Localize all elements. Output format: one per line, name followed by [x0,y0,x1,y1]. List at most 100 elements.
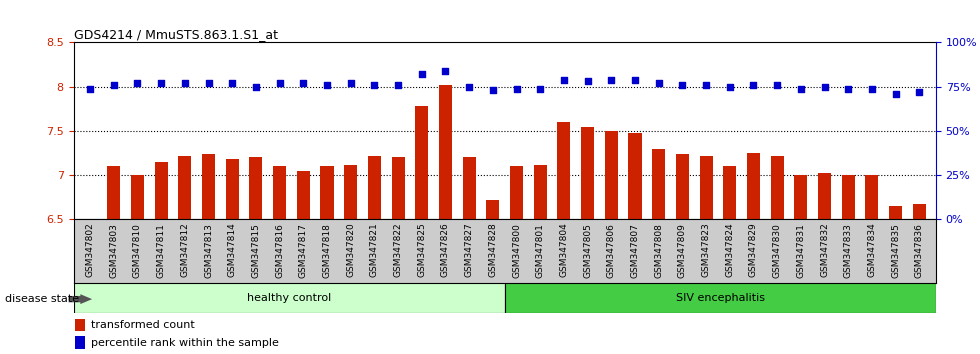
Bar [131,175,144,219]
Text: GSM347824: GSM347824 [725,223,734,277]
Point [319,82,335,88]
Text: GSM347815: GSM347815 [252,223,261,278]
Bar [297,171,310,219]
Text: GSM347808: GSM347808 [655,223,663,278]
Text: GSM347836: GSM347836 [914,223,924,278]
Bar [818,173,831,219]
Bar [510,166,523,219]
Bar [202,154,215,219]
Text: GSM347818: GSM347818 [322,223,331,278]
Text: GSM347814: GSM347814 [227,223,237,278]
Point [485,87,501,93]
Bar [273,166,286,219]
Bar [320,166,333,219]
Bar [795,175,808,219]
Text: GSM347810: GSM347810 [133,223,142,278]
Point [911,89,927,95]
Point [864,86,880,91]
Text: GSM347822: GSM347822 [394,223,403,277]
Text: GSM347825: GSM347825 [417,223,426,278]
Text: GSM347804: GSM347804 [560,223,568,278]
Point [793,86,808,91]
Point [248,84,264,90]
Text: GSM347833: GSM347833 [844,223,853,278]
Point [414,72,429,77]
Text: GSM347830: GSM347830 [772,223,782,278]
Text: GSM347827: GSM347827 [465,223,473,278]
Point [509,86,524,91]
Text: SIV encephalitis: SIV encephalitis [676,293,764,303]
Point [271,80,287,86]
Bar [534,165,547,219]
Bar [250,157,263,219]
Text: GSM347821: GSM347821 [369,223,379,278]
Text: GSM347816: GSM347816 [275,223,284,278]
Text: GSM347800: GSM347800 [512,223,521,278]
Text: GSM347834: GSM347834 [867,223,876,278]
Text: transformed count: transformed count [91,320,195,330]
Text: GSM347809: GSM347809 [678,223,687,278]
Bar [558,122,570,219]
Bar [75,336,85,349]
Point [627,77,643,82]
Point [604,77,619,82]
Text: GSM347813: GSM347813 [204,223,213,278]
Text: percentile rank within the sample: percentile rank within the sample [91,338,279,348]
Point [224,80,240,86]
Bar [723,166,736,219]
Point [556,77,571,82]
Bar [889,206,903,219]
Bar [652,149,665,219]
Text: GSM347823: GSM347823 [702,223,710,278]
Point [769,82,785,88]
Point [82,86,98,91]
Text: GSM347812: GSM347812 [180,223,189,278]
Text: GSM347820: GSM347820 [346,223,355,278]
Point [390,82,406,88]
Text: healthy control: healthy control [247,293,331,303]
Text: GSM347805: GSM347805 [583,223,592,278]
Text: GSM347806: GSM347806 [607,223,615,278]
Bar [463,157,475,219]
Point [201,80,217,86]
Bar [747,153,760,219]
Point [841,86,857,91]
Text: GSM347807: GSM347807 [630,223,640,278]
Text: GSM347831: GSM347831 [797,223,806,278]
Bar [178,156,191,219]
Bar [581,127,594,219]
Bar [605,131,617,219]
Point [888,91,904,97]
Bar [75,319,85,331]
Bar [225,159,239,219]
Bar [865,175,878,219]
Point [816,84,832,90]
Text: GSM347832: GSM347832 [820,223,829,278]
Point [722,84,738,90]
Bar [842,175,855,219]
Point [296,80,312,86]
Text: GSM347802: GSM347802 [85,223,95,278]
Bar [439,85,452,219]
Text: disease state: disease state [5,294,79,304]
Text: GSM347801: GSM347801 [536,223,545,278]
Text: GSM347829: GSM347829 [749,223,758,278]
Text: GSM347826: GSM347826 [441,223,450,278]
Text: GSM347811: GSM347811 [157,223,166,278]
Point [129,80,145,86]
Point [580,79,596,84]
Bar [344,165,358,219]
Bar [107,166,121,219]
Bar [912,204,926,219]
Point [177,80,193,86]
Bar [700,156,712,219]
Text: GSM347817: GSM347817 [299,223,308,278]
Bar [74,283,505,313]
Text: GDS4214 / MmuSTS.863.1.S1_at: GDS4214 / MmuSTS.863.1.S1_at [74,28,277,41]
Text: GSM347835: GSM347835 [891,223,900,278]
Point [343,80,359,86]
Bar [628,133,642,219]
Bar [368,156,381,219]
Point [462,84,477,90]
Bar [676,154,689,219]
